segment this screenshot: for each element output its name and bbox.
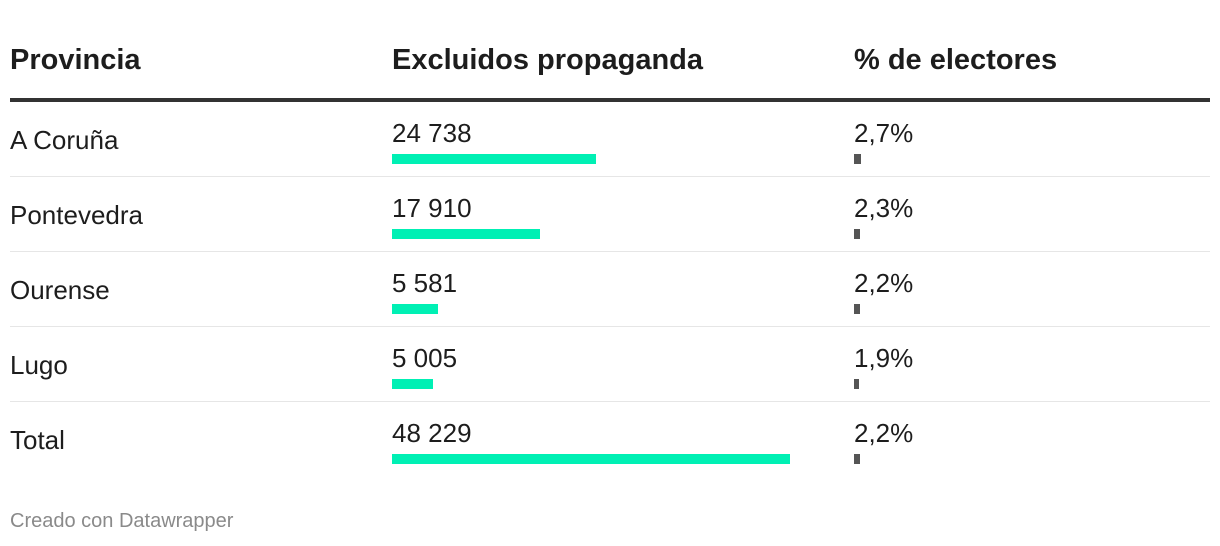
excluidos-bar	[392, 229, 540, 239]
column-header-pct-electores[interactable]: % de electores	[854, 44, 1058, 76]
cell-provincia: Lugo	[10, 350, 68, 380]
cell-pct-value: 2,2%	[854, 268, 914, 298]
footer-credit[interactable]: Creado con Datawrapper	[10, 510, 234, 532]
cell-pct-value: 2,3%	[854, 193, 914, 223]
cell-excluidos-value: 17 910	[392, 193, 472, 223]
excluidos-bar	[392, 454, 790, 464]
table-row: Total 48 229 2,2%	[10, 402, 1210, 476]
cell-pct-value: 2,2%	[854, 418, 914, 448]
cell-excluidos-value: 5 581	[392, 268, 458, 298]
excluidos-bar	[392, 304, 439, 314]
cell-excluidos-value: 48 229	[392, 418, 472, 448]
pct-bar	[854, 379, 859, 389]
data-table: Provincia Excluidos propaganda % de elec…	[10, 0, 1210, 476]
cell-excluidos-value: 24 738	[392, 118, 472, 148]
column-header-provincia[interactable]: Provincia	[10, 44, 141, 76]
cell-provincia: Ourense	[10, 275, 110, 305]
cell-provincia: Total	[10, 425, 65, 455]
cell-provincia: Pontevedra	[10, 200, 143, 230]
table-row: Ourense 5 581 2,2%	[10, 252, 1210, 327]
column-header-excluidos[interactable]: Excluidos propaganda	[392, 44, 703, 76]
cell-excluidos-value: 5 005	[392, 343, 458, 373]
table-row: A Coruña 24 738 2,7%	[10, 102, 1210, 177]
table-header-row: Provincia Excluidos propaganda % de elec…	[10, 0, 1210, 102]
table-row: Pontevedra 17 910 2,3%	[10, 177, 1210, 252]
cell-pct-value: 2,7%	[854, 118, 914, 148]
pct-bar	[854, 229, 860, 239]
table-body: A Coruña 24 738 2,7% Pontevedra 17 910 2,3% Ou…	[10, 102, 1210, 476]
excluidos-bar	[392, 379, 434, 389]
cell-provincia: A Coruña	[10, 125, 119, 155]
pct-bar	[854, 154, 861, 164]
cell-pct-value: 1,9%	[854, 343, 914, 373]
pct-bar	[854, 454, 860, 464]
pct-bar	[854, 304, 860, 314]
table-row: Lugo 5 005 1,9%	[10, 327, 1210, 402]
excluidos-bar	[392, 154, 597, 164]
